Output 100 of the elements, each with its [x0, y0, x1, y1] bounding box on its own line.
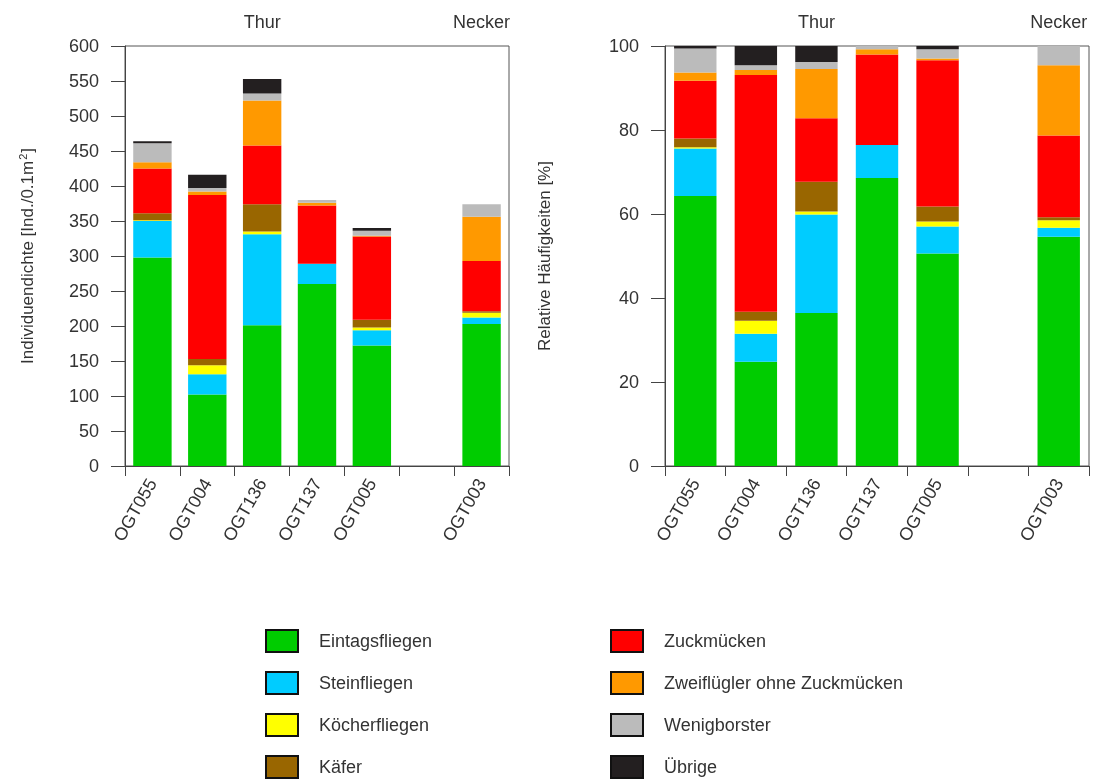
bar — [674, 195, 717, 466]
bar — [674, 148, 717, 196]
bar — [734, 46, 778, 66]
text: Necker — [1030, 12, 1088, 32]
bar — [1037, 236, 1080, 466]
bar — [462, 323, 501, 466]
bar — [1037, 217, 1080, 221]
bar — [795, 69, 838, 119]
bar — [795, 118, 838, 182]
y-tick-label: 0 — [88, 456, 99, 476]
bar — [674, 80, 717, 139]
bar — [1037, 46, 1080, 66]
bar — [795, 61, 838, 70]
bar — [242, 78, 282, 94]
bar — [855, 49, 899, 55]
bar — [734, 361, 778, 466]
bar — [133, 141, 172, 144]
bar — [133, 213, 172, 221]
y-tick-label: 50 — [78, 421, 99, 441]
bar — [674, 72, 717, 81]
bar — [188, 374, 227, 395]
legend-label: Köcherfliegen — [319, 714, 430, 736]
bar — [734, 311, 778, 321]
y-tick-label: 200 — [68, 316, 99, 336]
bar — [352, 327, 392, 331]
bar — [855, 177, 899, 466]
bar — [297, 284, 337, 466]
bar — [352, 228, 392, 231]
bar — [916, 206, 959, 222]
bar — [1037, 220, 1080, 228]
bar — [855, 145, 899, 178]
bar — [242, 325, 282, 466]
y-tick-label: 100 — [608, 36, 639, 56]
bar — [133, 221, 172, 258]
bar — [674, 48, 717, 73]
y-tick-label: 500 — [68, 106, 99, 126]
bar — [242, 234, 282, 326]
y-tick-label: 550 — [68, 71, 99, 91]
legend-label: Käfer — [319, 756, 363, 778]
bar — [795, 211, 838, 215]
bar — [855, 54, 899, 146]
bar — [297, 205, 337, 264]
bar — [734, 74, 778, 312]
bar — [462, 204, 501, 217]
y-tick-label: 20 — [618, 372, 639, 392]
text: Necker — [453, 12, 511, 32]
legend-label: Zuckmücken — [664, 630, 767, 652]
bar — [916, 226, 959, 254]
text: Thur — [797, 12, 835, 32]
y-tick-label: 400 — [68, 176, 99, 196]
bar — [674, 138, 717, 148]
bar — [462, 216, 501, 261]
bar — [133, 162, 172, 169]
bar — [462, 260, 501, 312]
bar — [352, 330, 392, 346]
bar — [352, 236, 392, 320]
bar — [242, 93, 282, 101]
bar — [1037, 135, 1080, 218]
y-axis-title: Individuendichte [Ind./0.1m2] — [16, 147, 37, 365]
y-tick-label: 300 — [68, 246, 99, 266]
bar — [188, 358, 227, 366]
bar — [916, 46, 959, 50]
text: Thur — [243, 12, 281, 32]
bar — [795, 214, 838, 314]
bar — [133, 143, 172, 163]
bar — [352, 319, 392, 328]
bar — [188, 394, 227, 466]
bar — [242, 145, 282, 205]
bar — [297, 263, 337, 284]
bar — [133, 257, 172, 466]
bar — [734, 333, 778, 362]
bar — [242, 204, 282, 232]
y-tick-label: 60 — [618, 204, 639, 224]
legend-label: Zweiflügler ohne Zuckmücken — [664, 672, 904, 694]
bar — [352, 345, 392, 466]
bar — [1037, 65, 1080, 136]
bar — [462, 312, 501, 318]
bar — [734, 69, 778, 75]
legend-label: Wenigborster — [664, 714, 771, 736]
bar — [916, 253, 959, 466]
y-tick-label: 150 — [68, 351, 99, 371]
bar — [188, 365, 227, 375]
bar — [188, 188, 227, 192]
bar — [795, 313, 838, 466]
y-tick-label: 80 — [618, 120, 639, 140]
bar — [133, 168, 172, 214]
y-tick-label: 100 — [68, 386, 99, 406]
bar — [734, 320, 778, 334]
bar — [916, 221, 959, 227]
bar — [188, 195, 227, 359]
bar — [1037, 227, 1080, 237]
y-tick-label: 450 — [68, 141, 99, 161]
bar — [188, 174, 227, 189]
bar — [916, 60, 959, 207]
y-tick-label: 250 — [68, 281, 99, 301]
bar — [462, 317, 501, 324]
bar — [242, 100, 282, 146]
legend-label: Übrige — [664, 756, 718, 778]
bar — [916, 49, 959, 59]
bar — [734, 65, 778, 70]
